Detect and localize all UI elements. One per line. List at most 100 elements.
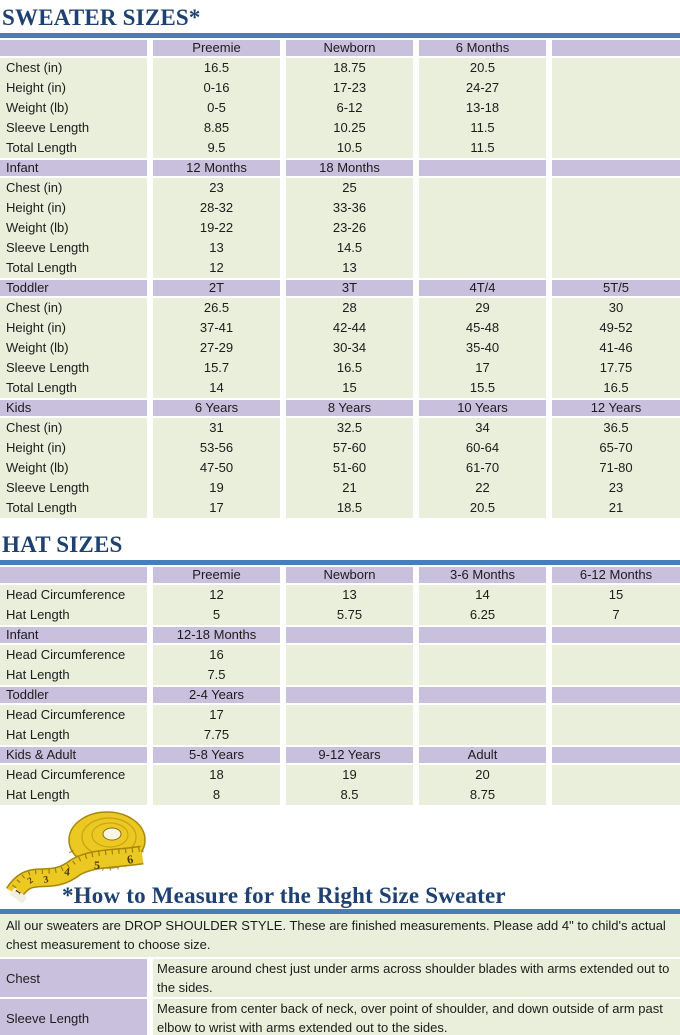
row-label-cell: Height (in) bbox=[0, 318, 147, 338]
value-cell: 14.5 bbox=[280, 238, 413, 258]
value-cell: 16.5 bbox=[147, 58, 280, 78]
measure-term-label: Chest bbox=[0, 959, 147, 997]
section-label-cell: Infant bbox=[0, 625, 147, 645]
value-cell: 8.5 bbox=[280, 785, 413, 805]
row-label-cell: Weight (lb) bbox=[0, 218, 147, 238]
row-label-cell: Sleeve Length bbox=[0, 358, 147, 378]
section-header-row: Toddler 2-4 Years bbox=[0, 685, 680, 705]
value-cell bbox=[413, 725, 546, 745]
value-cell bbox=[413, 645, 546, 665]
row-label-cell: Total Length bbox=[0, 378, 147, 398]
column-header-cell bbox=[413, 158, 546, 178]
value-cell: 20.5 bbox=[413, 498, 546, 518]
value-cell bbox=[413, 705, 546, 725]
value-cell: 18 bbox=[147, 765, 280, 785]
value-cell: 16.5 bbox=[280, 358, 413, 378]
row-label-cell: Height (in) bbox=[0, 198, 147, 218]
column-header-cell: 2T bbox=[147, 278, 280, 298]
value-cell: 57-60 bbox=[280, 438, 413, 458]
row-label-cell: Total Length bbox=[0, 258, 147, 278]
section-header-row: Infant 12 Months 18 Months bbox=[0, 158, 680, 178]
value-cell: 30-34 bbox=[280, 338, 413, 358]
svg-text:3: 3 bbox=[43, 874, 50, 886]
size-data-row: Hat Length 8 8.5 8.75 bbox=[0, 785, 680, 805]
blue-rule bbox=[0, 560, 680, 565]
value-cell: 19 bbox=[147, 478, 280, 498]
row-label-cell: Sleeve Length bbox=[0, 478, 147, 498]
size-data-row: Height (in) 0-16 17-23 24-27 bbox=[0, 78, 680, 98]
size-data-row: Weight (lb) 0-5 6-12 13-18 bbox=[0, 98, 680, 118]
section-label-cell bbox=[0, 565, 147, 585]
value-cell: 18.5 bbox=[280, 498, 413, 518]
value-cell: 7 bbox=[546, 605, 680, 625]
column-header-cell: Newborn bbox=[280, 565, 413, 585]
value-cell: 31 bbox=[147, 418, 280, 438]
column-header-cell: 3-6 Months bbox=[413, 565, 546, 585]
column-header-cell: Preemie bbox=[147, 565, 280, 585]
value-cell bbox=[546, 725, 680, 745]
section-label-cell: Kids & Adult bbox=[0, 745, 147, 765]
size-data-row: Sleeve Length 15.7 16.5 17 17.75 bbox=[0, 358, 680, 378]
value-cell: 17 bbox=[147, 705, 280, 725]
value-cell: 18.75 bbox=[280, 58, 413, 78]
value-cell: 15.5 bbox=[413, 378, 546, 398]
value-cell: 14 bbox=[413, 585, 546, 605]
section-header-row: Preemie Newborn 6 Months bbox=[0, 38, 680, 58]
row-label-cell: Total Length bbox=[0, 498, 147, 518]
value-cell bbox=[413, 178, 546, 198]
value-cell: 23 bbox=[147, 178, 280, 198]
value-cell: 0-5 bbox=[147, 98, 280, 118]
size-data-row: Chest (in) 31 32.5 34 36.5 bbox=[0, 418, 680, 438]
column-header-cell: 5T/5 bbox=[546, 278, 680, 298]
row-label-cell: Hat Length bbox=[0, 725, 147, 745]
value-cell: 35-40 bbox=[413, 338, 546, 358]
svg-text:6: 6 bbox=[126, 852, 135, 867]
size-data-row: Chest (in) 26.5 28 29 30 bbox=[0, 298, 680, 318]
value-cell bbox=[546, 198, 680, 218]
column-header-cell bbox=[413, 625, 546, 645]
value-cell: 42-44 bbox=[280, 318, 413, 338]
value-cell bbox=[546, 645, 680, 665]
value-cell bbox=[546, 665, 680, 685]
column-header-cell: Newborn bbox=[280, 38, 413, 58]
value-cell bbox=[413, 198, 546, 218]
value-cell: 71-80 bbox=[546, 458, 680, 478]
section-label-cell: Toddler bbox=[0, 685, 147, 705]
value-cell bbox=[413, 238, 546, 258]
size-data-row: Chest (in) 23 25 bbox=[0, 178, 680, 198]
sweater-sizes-table: Preemie Newborn 6 Months Chest (in) 16.5 18.7… bbox=[0, 38, 680, 518]
row-label-cell: Chest (in) bbox=[0, 298, 147, 318]
section-label-cell: Toddler bbox=[0, 278, 147, 298]
value-cell: 23-26 bbox=[280, 218, 413, 238]
column-header-cell: 12 Years bbox=[546, 398, 680, 418]
row-label-cell: Chest (in) bbox=[0, 418, 147, 438]
value-cell bbox=[413, 218, 546, 238]
column-header-cell bbox=[546, 685, 680, 705]
svg-text:2: 2 bbox=[25, 875, 35, 886]
value-cell: 10.5 bbox=[280, 138, 413, 158]
row-label-cell: Weight (lb) bbox=[0, 458, 147, 478]
value-cell: 8 bbox=[147, 785, 280, 805]
row-label-cell: Hat Length bbox=[0, 605, 147, 625]
value-cell: 17 bbox=[147, 498, 280, 518]
value-cell: 20.5 bbox=[413, 58, 546, 78]
size-data-row: Head Circumference 18 19 20 bbox=[0, 765, 680, 785]
value-cell: 41-46 bbox=[546, 338, 680, 358]
value-cell: 0-16 bbox=[147, 78, 280, 98]
measure-row-sleeve-length: Sleeve Length Measure from center back o… bbox=[0, 999, 680, 1035]
value-cell bbox=[546, 765, 680, 785]
value-cell bbox=[413, 665, 546, 685]
size-data-row: Total Length 12 13 bbox=[0, 258, 680, 278]
value-cell: 36.5 bbox=[546, 418, 680, 438]
column-header-cell bbox=[280, 625, 413, 645]
size-data-row: Total Length 14 15 15.5 16.5 bbox=[0, 378, 680, 398]
section-label-cell: Infant bbox=[0, 158, 147, 178]
row-label-cell: Head Circumference bbox=[0, 765, 147, 785]
blue-rule bbox=[0, 909, 680, 914]
size-data-row: Chest (in) 16.5 18.75 20.5 bbox=[0, 58, 680, 78]
row-label-cell: Head Circumference bbox=[0, 705, 147, 725]
row-label-cell: Weight (lb) bbox=[0, 98, 147, 118]
row-label-cell: Total Length bbox=[0, 138, 147, 158]
section-header-row: Preemie Newborn 3-6 Months 6-12 Months bbox=[0, 565, 680, 585]
size-data-row: Head Circumference 12 13 14 15 bbox=[0, 585, 680, 605]
